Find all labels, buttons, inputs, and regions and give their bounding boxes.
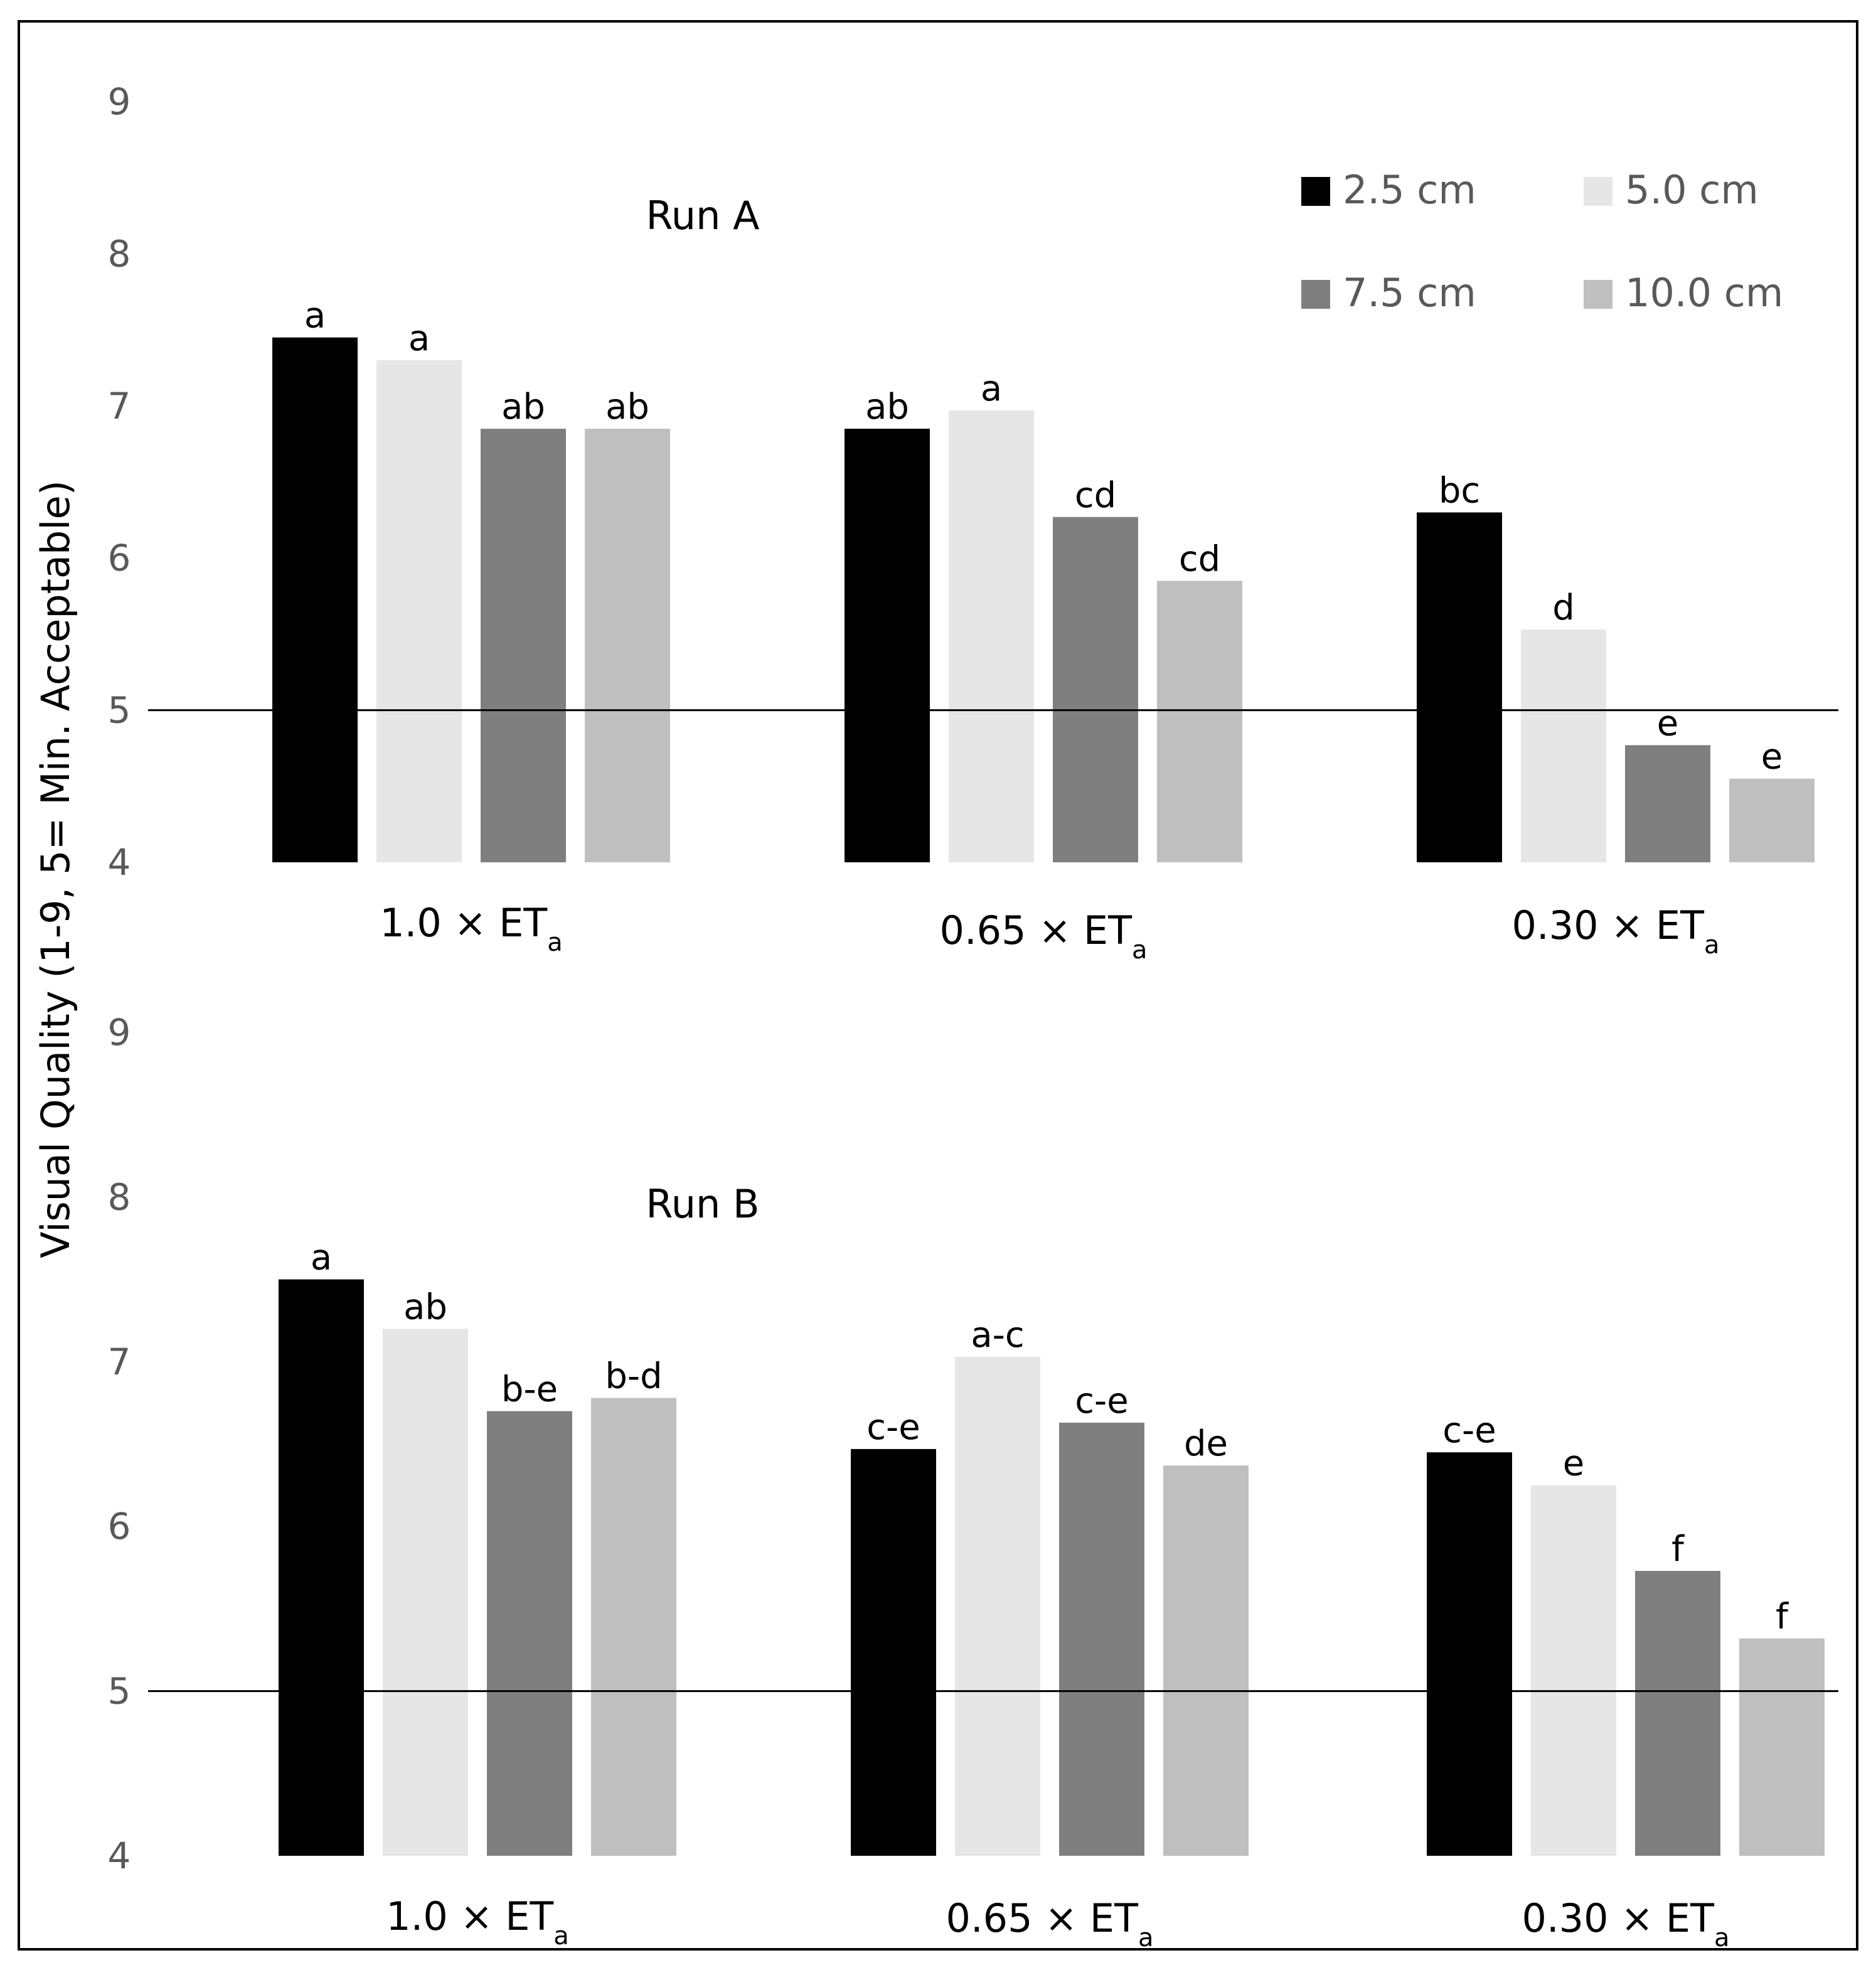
category-subscript: a bbox=[1704, 931, 1720, 960]
significance-letter: ab bbox=[865, 387, 909, 427]
y-tick-label: 6 bbox=[108, 1505, 131, 1548]
bar-7-5-cm-2 bbox=[1059, 1422, 1144, 1856]
significance-letter: cd bbox=[1179, 539, 1220, 580]
significance-letter: a bbox=[408, 318, 430, 359]
category-subscript: a bbox=[1714, 1924, 1730, 1952]
significance-letter: b-e bbox=[501, 1369, 558, 1410]
category-text: 1.0 × ET bbox=[380, 900, 548, 946]
bar-10-0-cm-3 bbox=[1739, 1638, 1825, 1856]
significance-letter: c-e bbox=[1442, 1410, 1496, 1451]
category-text: 0.65 × ET bbox=[946, 1895, 1139, 1941]
y-axis-label: Visual Quality (1-9, 5= Min. Acceptable) bbox=[33, 480, 78, 1258]
significance-letter: a bbox=[311, 1238, 332, 1278]
bar-7-5-cm-3 bbox=[1625, 745, 1710, 862]
bar-10-0-cm-2 bbox=[1157, 581, 1242, 862]
bar-5-0-cm-3 bbox=[1521, 629, 1606, 862]
bar-2-5-cm-2 bbox=[851, 1448, 936, 1856]
y-tick-label: 9 bbox=[108, 80, 131, 123]
x-category-label: 1.0 × ETa bbox=[380, 900, 563, 957]
significance-letter: bc bbox=[1439, 470, 1480, 511]
y-tick-label: 7 bbox=[108, 385, 131, 427]
y-tick-label: 8 bbox=[108, 232, 131, 275]
significance-letter: f bbox=[1671, 1529, 1685, 1570]
bar-2-5-cm-3 bbox=[1417, 512, 1502, 862]
category-subscript: a bbox=[1132, 936, 1148, 965]
bar-10-0-cm-3 bbox=[1729, 778, 1815, 862]
x-category-label: 0.30 × ETa bbox=[1522, 1895, 1730, 1952]
category-subscript: a bbox=[1138, 1924, 1154, 1952]
bar-5-0-cm-3 bbox=[1531, 1485, 1616, 1856]
significance-letter: cd bbox=[1075, 475, 1116, 516]
legend-swatch bbox=[1301, 177, 1330, 206]
significance-letter: d bbox=[1552, 587, 1575, 628]
category-text: 1.0 × ET bbox=[386, 1893, 554, 1939]
bar-5-0-cm-1 bbox=[376, 360, 462, 862]
bar-10-0-cm-1 bbox=[591, 1398, 676, 1856]
bar-5-0-cm-2 bbox=[955, 1356, 1040, 1856]
bar-2-5-cm-3 bbox=[1427, 1452, 1512, 1856]
significance-letter: c-e bbox=[866, 1407, 920, 1448]
legend: 2.5 cm 5.0 cm 7.5 cm 10.0 cm bbox=[1301, 167, 1783, 316]
y-tick-label: 4 bbox=[108, 1834, 131, 1877]
bar-5-0-cm-1 bbox=[383, 1329, 468, 1856]
legend-label: 7.5 cm bbox=[1343, 270, 1476, 316]
bar-7-5-cm-2 bbox=[1053, 517, 1138, 862]
chart-panel-2: 4 5 6 7 8 9 Run B a c-e c-e ab a-c e b-e c-e f b-d de f 1.0… bbox=[108, 1011, 1838, 1952]
bar-5-0-cm-2 bbox=[949, 410, 1034, 862]
significance-letter: a-c bbox=[971, 1315, 1024, 1356]
significance-letter: f bbox=[1776, 1597, 1789, 1637]
legend-item: 2.5 cm bbox=[1301, 167, 1476, 213]
legend-item: 10.0 cm bbox=[1584, 270, 1783, 316]
significance-letter: de bbox=[1184, 1423, 1228, 1464]
bar-2-5-cm-1 bbox=[279, 1279, 364, 1856]
significance-letter: ab bbox=[403, 1287, 447, 1327]
legend-swatch bbox=[1301, 280, 1330, 309]
significance-letter: e bbox=[1563, 1443, 1584, 1484]
legend-label: 2.5 cm bbox=[1343, 167, 1476, 213]
x-category-label: 0.65 × ETa bbox=[946, 1895, 1154, 1952]
bar-7-5-cm-3 bbox=[1635, 1571, 1720, 1856]
x-category-label: 0.30 × ETa bbox=[1512, 902, 1720, 960]
legend-item: 7.5 cm bbox=[1301, 270, 1476, 316]
category-subscript: a bbox=[553, 1922, 569, 1951]
category-subscript: a bbox=[547, 928, 563, 957]
significance-letter: ab bbox=[501, 387, 545, 427]
significance-letter: ab bbox=[605, 387, 649, 427]
legend-swatch bbox=[1584, 280, 1612, 309]
significance-letter: a bbox=[981, 368, 1002, 409]
bar-2-5-cm-2 bbox=[845, 429, 930, 862]
bar-7-5-cm-1 bbox=[481, 429, 566, 862]
x-category-label: 0.65 × ETa bbox=[940, 907, 1148, 965]
significance-letter: e bbox=[1761, 737, 1783, 778]
category-text: 0.30 × ET bbox=[1522, 1895, 1715, 1941]
significance-letter: b-d bbox=[605, 1356, 662, 1397]
legend-swatch bbox=[1584, 177, 1612, 206]
bar-2-5-cm-1 bbox=[272, 337, 358, 862]
y-tick-label: 5 bbox=[108, 1670, 131, 1713]
x-category-label: 1.0 × ETa bbox=[386, 1893, 569, 1951]
panel-title: Run B bbox=[646, 1181, 759, 1227]
legend-label: 5.0 cm bbox=[1625, 167, 1759, 213]
category-text: 0.65 × ET bbox=[940, 907, 1133, 953]
significance-letter: a bbox=[304, 296, 326, 336]
panel-title: Run A bbox=[646, 193, 759, 238]
y-tick-label: 9 bbox=[108, 1011, 131, 1054]
y-tick-label: 8 bbox=[108, 1175, 131, 1218]
category-text: 0.30 × ET bbox=[1512, 902, 1705, 948]
y-tick-label: 7 bbox=[108, 1341, 131, 1383]
bar-10-0-cm-2 bbox=[1163, 1465, 1249, 1856]
bar-7-5-cm-1 bbox=[487, 1411, 572, 1856]
legend-item: 5.0 cm bbox=[1584, 167, 1759, 213]
legend-label: 10.0 cm bbox=[1625, 270, 1783, 316]
y-tick-label: 5 bbox=[108, 689, 131, 732]
y-tick-label: 6 bbox=[108, 537, 131, 579]
significance-letter: c-e bbox=[1075, 1381, 1128, 1421]
y-tick-label: 4 bbox=[108, 841, 131, 884]
bar-10-0-cm-1 bbox=[585, 429, 670, 862]
